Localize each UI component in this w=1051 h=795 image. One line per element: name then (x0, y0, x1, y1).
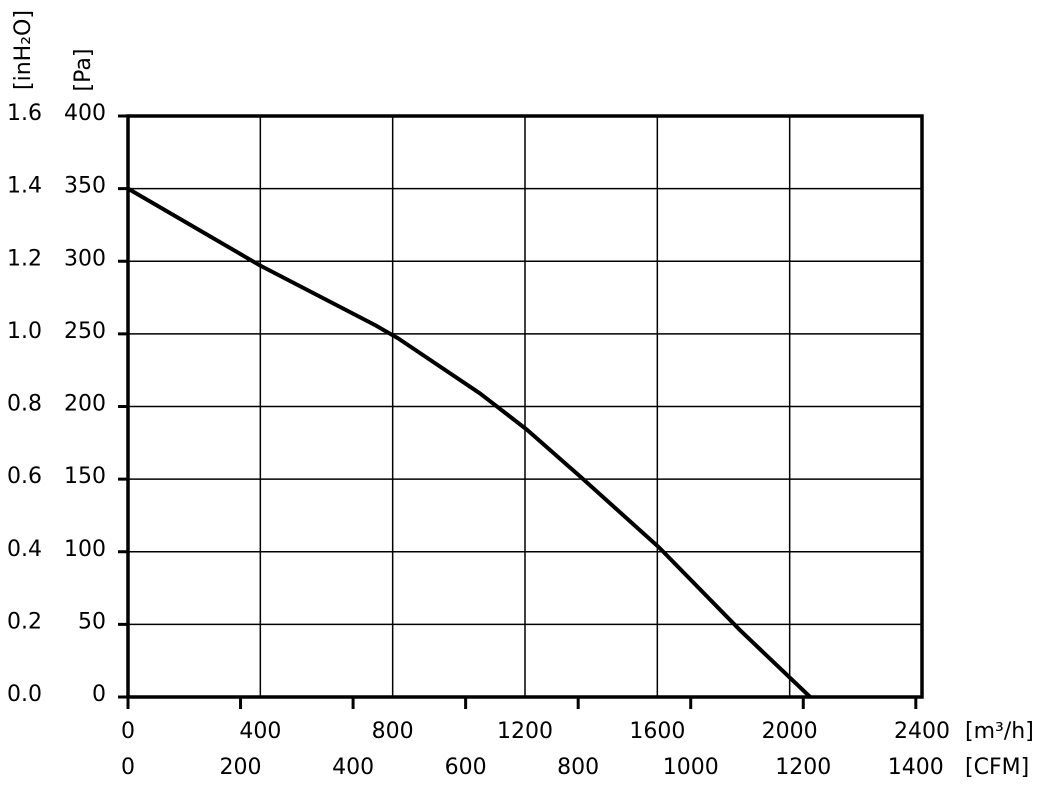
y-tick-label: 50 (78, 609, 106, 634)
x2-tick-label: 0 (121, 755, 135, 780)
y2-tick-label: 1.4 (7, 174, 42, 199)
x2-tick-label: 600 (445, 755, 487, 780)
x2-tick-label: 1400 (888, 755, 944, 780)
x-axis-label: [m³/h] (965, 719, 1034, 744)
x-tick-label: 2400 (894, 719, 950, 744)
x2-axis-label: [CFM] (965, 755, 1029, 780)
y-axis-label: [Pa] (71, 49, 96, 92)
curve (126, 186, 812, 699)
x-tick-label: 400 (239, 719, 281, 744)
x2-tick-label: 200 (220, 755, 262, 780)
x2-tick-label: 800 (557, 755, 599, 780)
y2-tick-label: 0.4 (7, 537, 42, 562)
x2-tick-label: 400 (332, 755, 374, 780)
x2-tick-label: 1000 (663, 755, 719, 780)
y-tick-label: 100 (64, 537, 106, 562)
x-tick-label: 2000 (762, 719, 818, 744)
x-tick-label: 1200 (497, 719, 553, 744)
x-tick-label: 800 (372, 719, 414, 744)
y2-tick-label: 1.2 (7, 246, 42, 271)
y-tick-label: 200 (64, 392, 106, 417)
y2-tick-label: 1.6 (7, 101, 42, 126)
y-tick-label: 150 (64, 464, 106, 489)
x-tick-label: 0 (121, 719, 135, 744)
y2-tick-label: 0.2 (7, 609, 42, 634)
y-tick-label: 0 (92, 682, 106, 707)
y-tick-label: 350 (64, 174, 106, 199)
y-tick-label: 250 (64, 319, 106, 344)
x2-tick-label: 1200 (775, 755, 831, 780)
y2-tick-label: 0.6 (7, 464, 42, 489)
y-tick-label: 300 (64, 246, 106, 271)
plot-frame (126, 114, 924, 699)
y2-axis-label: [inH₂O] (11, 10, 36, 90)
y2-tick-label: 0.0 (7, 682, 42, 707)
y2-tick-label: 1.0 (7, 319, 42, 344)
y-tick-label: 400 (64, 101, 106, 126)
y2-tick-label: 0.8 (7, 392, 42, 417)
x-tick-label: 1600 (629, 719, 685, 744)
